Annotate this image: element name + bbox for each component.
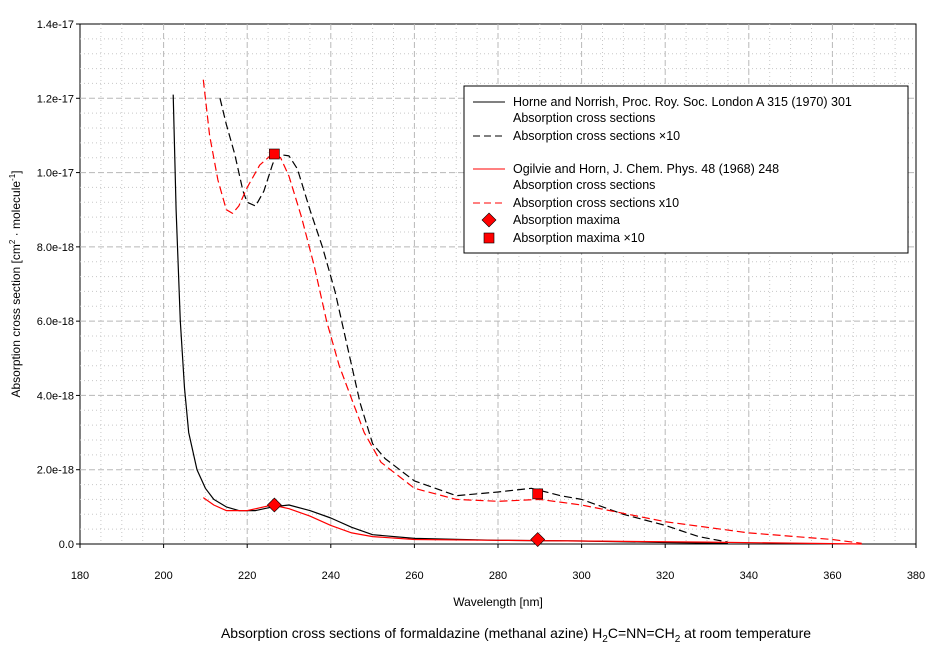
y-tick-label: 1.0e-17 (37, 168, 74, 180)
maximum-x10-square-marker (269, 148, 280, 160)
chart-title: Absorption cross sections of formaldazin… (221, 625, 811, 645)
legend-square-marker (483, 232, 495, 244)
x-tick-label: 240 (322, 570, 340, 582)
legend-ref1-solid: Absorption cross sections (513, 111, 655, 125)
y-axis-ticks: 0.0 2.0e-18 4.0e-18 6.0e-18 8.0e-18 1.0e-17 1.… (37, 19, 80, 551)
y-tick-label: 4.0e-18 (37, 390, 74, 402)
x-tick-label: 220 (238, 570, 256, 582)
y-tick-label: 0.0 (59, 539, 74, 551)
x-tick-label: 260 (405, 570, 423, 582)
x-tick-label: 280 (489, 570, 507, 582)
x-tick-label: 320 (656, 570, 674, 582)
y-axis-label: Absorption cross section [cm2 · molecule… (8, 170, 23, 397)
series-line-2 (202, 497, 862, 545)
x-axis-label: Wavelength [nm] (453, 595, 543, 609)
legend-ref1: Horne and Norrish, Proc. Roy. Soc. Londo… (513, 95, 852, 109)
x-tick-label: 300 (572, 570, 590, 582)
x-tick-label: 200 (154, 570, 172, 582)
y-tick-label: 6.0e-18 (37, 316, 74, 328)
series-line-3 (202, 79, 862, 544)
legend-maxima-x10: Absorption maxima ×10 (513, 231, 645, 245)
legend-box (463, 85, 909, 254)
x-tick-label: 380 (907, 570, 925, 582)
y-tick-label: 1.2e-17 (37, 93, 74, 105)
y-tick-label: 1.4e-17 (37, 19, 74, 31)
maximum-diamond-marker (266, 497, 282, 513)
x-tick-label: 360 (823, 570, 841, 582)
legend-diamond-marker (481, 212, 497, 228)
x-tick-label: 180 (71, 570, 89, 582)
y-tick-label: 2.0e-18 (37, 465, 74, 477)
maximum-x10-square-marker (532, 488, 544, 500)
series-line-1 (219, 98, 729, 543)
legend-ref2-solid: Absorption cross sections (513, 178, 655, 192)
legend-ref1-dashed: Absorption cross sections ×10 (513, 129, 680, 143)
y-tick-label: 8.0e-18 (37, 242, 74, 254)
x-tick-label: 340 (740, 570, 758, 582)
series-group (172, 79, 862, 545)
maximum-diamond-marker (530, 532, 546, 547)
legend-ref2-dashed: Absorption cross sections x10 (513, 196, 679, 210)
legend-maxima: Absorption maxima (513, 213, 620, 227)
legend: Horne and Norrish, Proc. Roy. Soc. Londo… (463, 85, 909, 254)
markers-group (266, 148, 546, 547)
x-axis-ticks: 180 200 220 240 260 280 300 320 340 360 380 (71, 544, 925, 582)
legend-ref2: Ogilvie and Horn, J. Chem. Phys. 48 (196… (513, 162, 779, 176)
